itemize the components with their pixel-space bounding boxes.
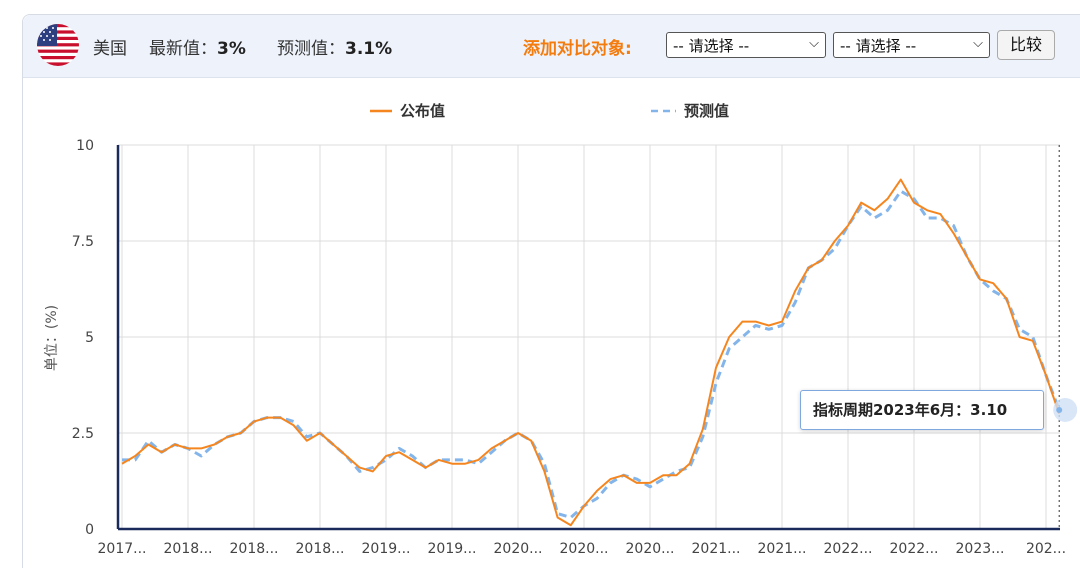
chevron-down-icon: ⌵ <box>973 36 983 51</box>
x-tick-label: 2019... <box>362 541 411 557</box>
chart-series <box>121 178 1061 527</box>
x-tick-label: 2020... <box>626 541 675 557</box>
x-tick-label: 2021... <box>692 541 741 557</box>
latest-value: 3% <box>217 39 246 59</box>
x-axis-ticks: 2017... 2018... 2018... 2018... 2019... 2019.… <box>98 541 1067 557</box>
y-tick-label: 0 <box>85 522 94 538</box>
legend-forecast-label[interactable]: 预测值 <box>684 102 729 120</box>
x-tick-label: 2018... <box>230 541 279 557</box>
y-axis-ticks: 0 2.5 5 7.5 10 <box>72 138 94 538</box>
x-tick-label: 202... <box>1026 541 1066 557</box>
chart-frame <box>22 14 1080 568</box>
latest-value-label: 最新值：3% <box>149 39 246 59</box>
hover-point[interactable] <box>1056 406 1063 413</box>
x-tick-label: 2019... <box>428 541 477 557</box>
forecast-value: 3.1% <box>345 39 393 59</box>
grid-lines <box>118 144 1060 530</box>
legend-published-label[interactable]: 公布值 <box>400 102 445 120</box>
compare-button[interactable]: 比较 <box>997 30 1055 60</box>
compare-select-1[interactable]: -- 请选择 -- ⌵ <box>666 32 826 58</box>
compare-select-2[interactable]: -- 请选择 -- ⌵ <box>833 32 990 58</box>
x-tick-label: 2017... <box>98 541 147 557</box>
x-tick-label: 2020... <box>494 541 543 557</box>
country-name: 美国 <box>93 39 127 59</box>
y-axis-label: 单位：(%) <box>44 305 60 371</box>
x-tick-label: 2020... <box>560 541 609 557</box>
y-tick-label: 5 <box>85 330 94 346</box>
x-tick-label: 2018... <box>296 541 345 557</box>
chart-axes <box>116 145 1060 531</box>
hover-cursor <box>1053 145 1078 529</box>
x-tick-label: 2022... <box>824 541 873 557</box>
chart-header: 美国 最新值：3% 预测值：3.1% 添加对比对象: -- 请选择 -- ⌵ --… <box>23 15 1080 78</box>
data-tooltip: 指标周期2023年6月：3.10 <box>800 390 1044 430</box>
x-tick-label: 2021... <box>758 541 807 557</box>
forecast-series-line[interactable] <box>122 189 1061 519</box>
x-tick-label: 2018... <box>164 541 213 557</box>
x-tick-label: 2022... <box>890 541 939 557</box>
chevron-down-icon: ⌵ <box>809 36 819 51</box>
y-tick-label: 10 <box>76 138 94 154</box>
published-series-line[interactable] <box>121 178 1061 527</box>
hover-point-halo <box>1053 397 1078 422</box>
chart-legend: 公布值 预测值 <box>370 102 729 120</box>
y-tick-label: 2.5 <box>72 426 94 442</box>
forecast-value-label: 预测值：3.1% <box>277 39 393 59</box>
y-tick-label: 7.5 <box>72 234 94 250</box>
x-tick-label: 2023... <box>956 541 1005 557</box>
us-flag-icon <box>37 24 79 66</box>
compare-label: 添加对比对象: <box>523 39 632 59</box>
